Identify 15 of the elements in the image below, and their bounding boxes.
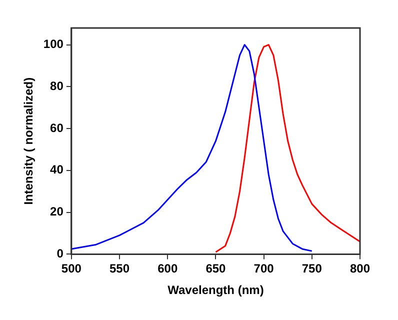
y-tick-label: 0 — [56, 246, 64, 261]
y-axis-title: Intensity ( normalized) — [22, 77, 36, 205]
y-tick-label: 40 — [50, 162, 64, 177]
y-tick-label: 60 — [50, 120, 64, 135]
x-tick-label: 500 — [61, 262, 82, 276]
x-tick-label: 600 — [158, 262, 178, 276]
y-tick-label: 20 — [50, 204, 64, 219]
x-tick-label: 800 — [350, 262, 370, 276]
y-tick-label: 100 — [43, 37, 64, 52]
y-tick-label: 80 — [50, 78, 64, 93]
x-tick-label: 550 — [110, 262, 130, 276]
x-tick-label: 750 — [302, 262, 322, 276]
x-axis-title: Wavelength (nm) — [168, 283, 264, 298]
x-tick-label: 700 — [254, 262, 274, 276]
x-tick-label: 650 — [206, 262, 226, 276]
